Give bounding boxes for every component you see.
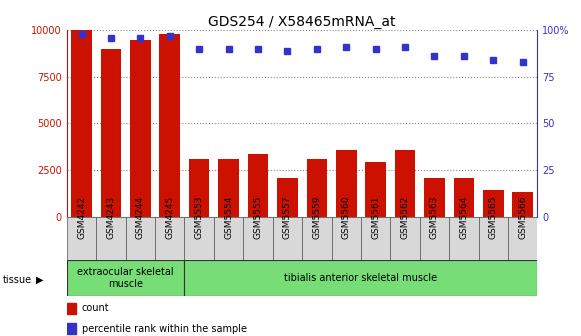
Bar (365, 162, 386, 217)
Bar (67, 217, 96, 260)
Bar (189, 159, 210, 217)
Text: GSM5559: GSM5559 (313, 195, 321, 239)
Bar (508, 217, 537, 260)
Text: tissue: tissue (3, 275, 32, 285)
Text: extraocular skeletal
muscle: extraocular skeletal muscle (77, 267, 174, 289)
Text: GSM5565: GSM5565 (489, 195, 498, 239)
Text: GSM5553: GSM5553 (195, 195, 204, 239)
Bar (390, 217, 420, 260)
Bar (185, 217, 214, 260)
Bar (218, 159, 239, 217)
Text: GSM5555: GSM5555 (253, 195, 263, 239)
Bar (307, 159, 327, 217)
Text: GSM5566: GSM5566 (518, 195, 527, 239)
Text: GSM5557: GSM5557 (283, 195, 292, 239)
Bar (101, 49, 121, 217)
Text: GSM5561: GSM5561 (371, 195, 380, 239)
Bar (67, 303, 76, 314)
Title: GDS254 / X58465mRNA_at: GDS254 / X58465mRNA_at (209, 15, 396, 29)
Bar (394, 150, 415, 217)
Bar (272, 217, 302, 260)
Bar (155, 217, 185, 260)
Text: GSM5563: GSM5563 (430, 195, 439, 239)
Bar (454, 178, 474, 217)
Bar (243, 217, 272, 260)
Text: GSM4245: GSM4245 (165, 196, 174, 239)
Bar (302, 217, 332, 260)
Text: GSM4242: GSM4242 (77, 196, 86, 239)
Text: tibialis anterior skeletal muscle: tibialis anterior skeletal muscle (284, 273, 437, 283)
Bar (96, 217, 125, 260)
Bar (125, 217, 155, 260)
Bar (332, 217, 361, 260)
Bar (483, 190, 504, 217)
Bar (424, 178, 445, 217)
Text: GSM5554: GSM5554 (224, 195, 233, 239)
Bar (130, 40, 150, 217)
Text: GSM5562: GSM5562 (400, 195, 410, 239)
Bar (71, 30, 92, 217)
Text: GSM5560: GSM5560 (342, 195, 351, 239)
Bar (512, 193, 533, 217)
Text: GSM5564: GSM5564 (460, 195, 468, 239)
Text: ▶: ▶ (36, 275, 44, 285)
Bar (479, 217, 508, 260)
Bar (214, 217, 243, 260)
Bar (277, 178, 297, 217)
Text: count: count (82, 303, 109, 313)
Text: percentile rank within the sample: percentile rank within the sample (82, 324, 247, 334)
Bar (336, 150, 357, 217)
Bar (449, 217, 479, 260)
Bar (67, 323, 76, 334)
Bar (420, 217, 449, 260)
Text: GSM4243: GSM4243 (106, 196, 116, 239)
Bar (361, 217, 390, 260)
Bar (159, 34, 180, 217)
Text: GSM4244: GSM4244 (136, 196, 145, 239)
Bar (248, 154, 268, 217)
Bar (67, 260, 185, 296)
Bar (185, 260, 537, 296)
